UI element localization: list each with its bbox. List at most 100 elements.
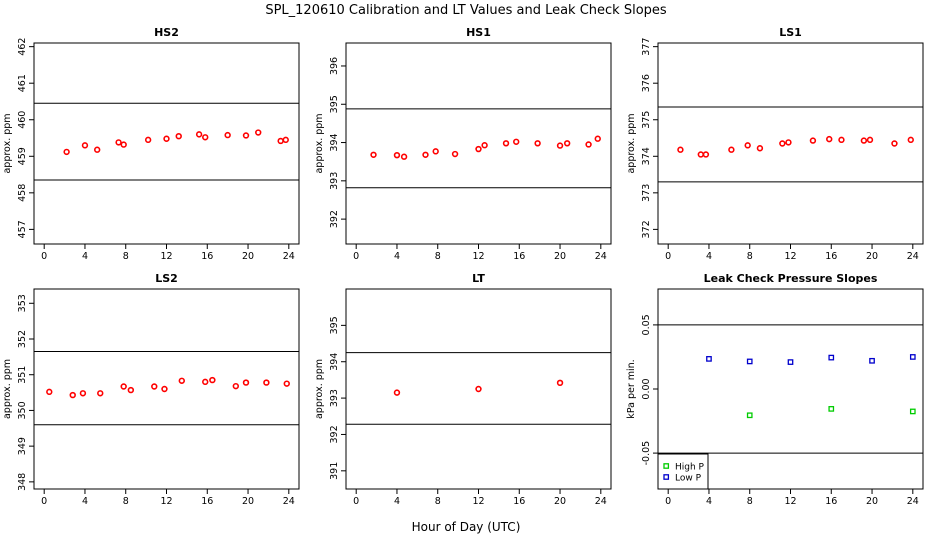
y-tick-label: 460 bbox=[17, 111, 28, 129]
data-point bbox=[481, 142, 488, 149]
data-point bbox=[97, 390, 104, 397]
x-axis-label: Hour of Day (UTC) bbox=[412, 520, 521, 534]
x-tick-label: 20 bbox=[866, 496, 878, 507]
data-point bbox=[866, 136, 874, 144]
y-tick-label: 393 bbox=[329, 172, 340, 190]
data-point bbox=[785, 139, 792, 146]
y-tick-label: 0.05 bbox=[641, 314, 652, 335]
data-point bbox=[115, 139, 122, 146]
x-tick-label: 8 bbox=[435, 251, 441, 262]
data-point bbox=[282, 136, 289, 144]
data-point bbox=[869, 357, 875, 364]
data-point bbox=[909, 354, 916, 360]
x-tick-label: 8 bbox=[123, 496, 129, 507]
data-point bbox=[809, 137, 817, 144]
data-point bbox=[746, 412, 753, 419]
data-point bbox=[209, 376, 216, 384]
y-tick-label: 375 bbox=[641, 111, 652, 129]
data-point bbox=[195, 131, 203, 138]
data-point bbox=[277, 137, 284, 145]
y-tick-label: 392 bbox=[329, 210, 340, 228]
y-tick-label: 393 bbox=[329, 389, 340, 407]
data-point bbox=[242, 132, 250, 139]
y-tick-label: 395 bbox=[329, 316, 340, 334]
y-tick-label: 350 bbox=[17, 401, 28, 419]
panel-title: LS1 bbox=[779, 26, 802, 39]
legend-marker bbox=[663, 474, 670, 480]
data-point bbox=[46, 388, 53, 396]
data-point bbox=[202, 378, 209, 386]
x-tick-label: 4 bbox=[706, 496, 712, 507]
x-tick-label: 4 bbox=[82, 251, 88, 262]
data-point bbox=[393, 389, 401, 396]
x-tick-label: 24 bbox=[595, 496, 607, 507]
data-point bbox=[242, 379, 250, 386]
x-tick-label: 20 bbox=[242, 496, 254, 507]
data-point bbox=[79, 390, 87, 397]
data-point bbox=[432, 148, 439, 155]
x-tick-label: 0 bbox=[665, 251, 671, 262]
x-tick-label: 20 bbox=[554, 251, 566, 262]
x-tick-label: 4 bbox=[706, 251, 712, 262]
x-tick-label: 16 bbox=[201, 251, 213, 262]
x-tick-label: 20 bbox=[866, 251, 878, 262]
panel-title: LT bbox=[472, 272, 485, 285]
data-point bbox=[744, 142, 751, 149]
data-point bbox=[909, 408, 916, 415]
y-tick-label: 391 bbox=[329, 462, 340, 480]
chart-panel: Leak Check Pressure Slopes kPa per min. 0 4… bbox=[626, 272, 924, 507]
data-point bbox=[163, 135, 170, 142]
data-point bbox=[93, 146, 101, 153]
data-point bbox=[120, 141, 127, 148]
x-tick-label: 16 bbox=[513, 496, 525, 507]
y-axis-label: approx. ppm bbox=[314, 113, 325, 173]
x-tick-label: 24 bbox=[595, 251, 607, 262]
x-tick-label: 12 bbox=[160, 496, 172, 507]
x-tick-label: 24 bbox=[283, 251, 295, 262]
data-point bbox=[422, 151, 429, 158]
y-tick-label: 349 bbox=[17, 437, 28, 455]
data-point bbox=[263, 379, 270, 386]
data-point bbox=[838, 136, 845, 144]
y-tick-label: 394 bbox=[329, 133, 340, 151]
data-point bbox=[283, 380, 290, 387]
plot-frame bbox=[345, 288, 612, 490]
x-tick-label: 16 bbox=[201, 496, 213, 507]
data-point bbox=[63, 148, 70, 156]
x-tick-label: 0 bbox=[353, 496, 359, 507]
y-axis-label: approx. ppm bbox=[2, 359, 13, 419]
y-tick-label: 353 bbox=[17, 294, 28, 312]
data-point bbox=[828, 406, 835, 412]
x-tick-label: 12 bbox=[472, 496, 484, 507]
data-point bbox=[746, 358, 753, 365]
data-point bbox=[475, 145, 482, 153]
x-tick-label: 4 bbox=[394, 251, 400, 262]
data-point bbox=[556, 379, 564, 387]
data-point bbox=[127, 386, 135, 394]
legend-label: Low P bbox=[675, 474, 702, 484]
data-point bbox=[677, 146, 684, 153]
data-point bbox=[232, 382, 240, 390]
y-tick-label: 376 bbox=[641, 74, 652, 92]
x-tick-label: 8 bbox=[747, 496, 753, 507]
y-axis-label: kPa per min. bbox=[626, 359, 637, 418]
y-axis-label: approx. ppm bbox=[2, 113, 13, 173]
data-point bbox=[202, 134, 209, 141]
y-tick-label: 459 bbox=[17, 147, 28, 165]
y-tick-label: 351 bbox=[17, 366, 28, 384]
figure-title: SPL_120610 Calibration and LT Values and… bbox=[265, 3, 667, 18]
y-tick-label: 458 bbox=[17, 184, 28, 202]
x-tick-label: 24 bbox=[283, 496, 295, 507]
y-axis-label: approx. ppm bbox=[626, 113, 637, 173]
plot-frame bbox=[33, 42, 300, 245]
x-tick-label: 20 bbox=[242, 251, 254, 262]
y-tick-label: 461 bbox=[17, 74, 28, 92]
x-tick-label: 16 bbox=[513, 251, 525, 262]
data-point bbox=[702, 151, 710, 158]
data-point bbox=[144, 136, 152, 144]
y-tick-label: -0.05 bbox=[641, 441, 652, 466]
data-point bbox=[787, 359, 794, 365]
chart-panels: HS2 approx. ppm 0 4 8 12 16 20 24 457 458 459 460 461… bbox=[2, 26, 924, 507]
data-point bbox=[81, 142, 89, 149]
